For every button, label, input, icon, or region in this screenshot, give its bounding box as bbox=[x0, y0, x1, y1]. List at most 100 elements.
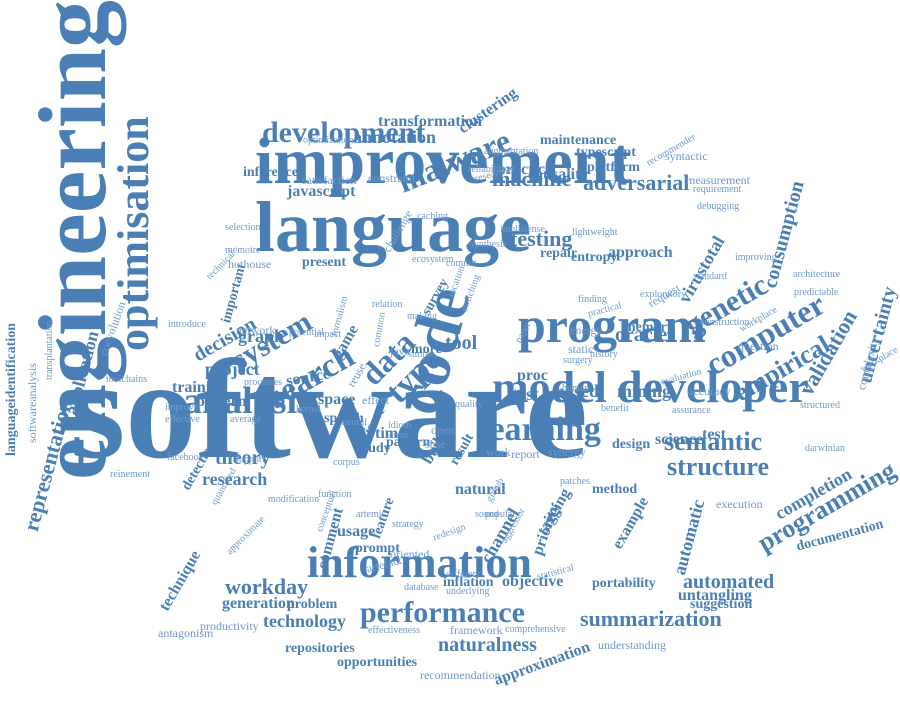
word-assurance: assurance bbox=[672, 405, 711, 416]
word-sound: sound bbox=[475, 509, 499, 520]
word-syntactic: syntactic bbox=[665, 149, 708, 163]
word-program: program bbox=[518, 297, 706, 353]
word-natural: natural bbox=[455, 481, 506, 498]
word-space: space bbox=[318, 391, 356, 408]
word-performance: performance bbox=[360, 596, 525, 629]
word-languageidentification: languageidentification bbox=[4, 322, 19, 456]
word-support: support bbox=[235, 454, 265, 465]
word-facebook: facebook bbox=[167, 452, 204, 463]
word-training: training bbox=[172, 379, 228, 396]
word-requirement: requirement bbox=[693, 184, 742, 195]
word-caching: caching bbox=[417, 211, 449, 222]
word-question: question bbox=[738, 339, 779, 353]
word-error: error bbox=[389, 430, 409, 441]
word-augmentation: augmentation bbox=[484, 146, 539, 157]
word-portability: portability bbox=[592, 576, 656, 591]
word-entropy: entropy bbox=[571, 250, 618, 265]
word-improvement: improvement bbox=[255, 125, 632, 198]
word-workday: workday bbox=[225, 574, 309, 599]
word-objective: objective bbox=[502, 573, 564, 590]
word-inference: inference bbox=[243, 165, 298, 180]
word-developer: developer bbox=[617, 361, 809, 412]
word-antagonism: antagonism bbox=[158, 626, 214, 640]
word-repositories: repositories bbox=[285, 641, 355, 656]
word-shse: shse bbox=[425, 437, 446, 451]
word-network: network bbox=[236, 323, 276, 337]
word-synergy: synergy bbox=[548, 445, 586, 459]
word-static: static bbox=[568, 342, 594, 356]
word-measurement: measurement bbox=[686, 173, 750, 187]
word-selection: selection bbox=[225, 222, 261, 233]
word-mining: mining bbox=[617, 381, 672, 401]
word-processes: processes bbox=[244, 377, 283, 388]
word-effective: effective bbox=[165, 414, 200, 425]
word-transplantation: transplantation bbox=[44, 320, 55, 380]
word-automated: automated bbox=[683, 571, 775, 593]
word-impact: impact bbox=[314, 329, 342, 340]
word-technology: technology bbox=[263, 611, 346, 631]
word-commit: commit bbox=[446, 258, 477, 269]
word-predictable: predictable bbox=[794, 287, 839, 298]
word-making: making bbox=[407, 311, 437, 322]
word-time: time bbox=[375, 425, 406, 442]
word-kernel: kernel bbox=[296, 404, 321, 415]
word-present: present bbox=[302, 255, 347, 270]
word-finding: finding bbox=[578, 294, 607, 305]
word-m-moire: mémoire bbox=[225, 245, 261, 256]
word-graph: graph bbox=[238, 326, 285, 346]
word-science: science bbox=[655, 431, 703, 448]
word-reliability: reliability bbox=[468, 164, 507, 175]
word-relation: relation bbox=[372, 299, 403, 310]
word-synthesis: synthesis bbox=[470, 239, 507, 250]
word-adversarial: adversarial bbox=[583, 170, 690, 195]
word-framework: framework bbox=[450, 623, 503, 637]
word-lightweight: lightweight bbox=[572, 227, 618, 238]
word-language: language bbox=[255, 187, 532, 267]
word-annotation: annotation bbox=[353, 127, 437, 147]
word-productivity: productivity bbox=[200, 619, 259, 633]
word-ecosystem: ecosystem bbox=[412, 254, 454, 265]
word-database: database bbox=[404, 582, 439, 593]
word-automatic: automatic bbox=[669, 497, 709, 577]
word-platform: platform bbox=[587, 160, 640, 175]
word-proc: proc bbox=[517, 367, 548, 384]
word-patches: patches bbox=[560, 476, 590, 487]
word-understanding: understanding bbox=[598, 638, 666, 652]
word-neural: neural bbox=[342, 417, 367, 428]
word-tool: tool bbox=[445, 332, 478, 354]
word-causality: causality bbox=[528, 166, 589, 183]
word-javascript: javascript bbox=[287, 183, 356, 200]
word-construction: construction bbox=[700, 317, 750, 328]
word-improve: improve bbox=[165, 402, 199, 413]
word-execution: execution bbox=[716, 497, 763, 511]
word-test: test bbox=[512, 384, 539, 404]
word-potential: potential bbox=[289, 327, 324, 338]
word-model: model bbox=[492, 363, 607, 412]
word-pattern: pattern bbox=[196, 393, 247, 410]
word-strategy: strategy bbox=[392, 519, 424, 530]
word-example: example bbox=[609, 494, 653, 552]
word-constraint: constraint bbox=[368, 171, 416, 185]
word-benefit: benefit bbox=[601, 403, 629, 414]
word-information: information bbox=[307, 538, 532, 587]
word-darwinian: darwinian bbox=[805, 443, 845, 454]
word-work: work bbox=[486, 445, 511, 459]
word-theory: theory bbox=[215, 447, 271, 469]
word-learning: learning bbox=[480, 411, 601, 448]
word-optimization: optimization bbox=[303, 135, 354, 146]
word-function: function bbox=[318, 489, 352, 500]
word-popular: popular bbox=[485, 509, 516, 520]
word-design: design bbox=[612, 437, 651, 452]
word-repair: repair bbox=[540, 246, 578, 261]
word-java: java bbox=[390, 344, 410, 358]
word-summarization: summarization bbox=[580, 606, 722, 631]
word-development: development bbox=[262, 116, 426, 149]
word-architecture: architecture bbox=[793, 269, 841, 280]
word-opportunities: opportunities bbox=[337, 655, 418, 670]
word-introduce: introduce bbox=[168, 319, 206, 330]
word-oracle: oracle bbox=[615, 324, 668, 346]
word-effectiveness: effectiveness bbox=[368, 625, 421, 636]
word-study: study bbox=[358, 441, 391, 456]
word-problem: problem bbox=[287, 597, 338, 612]
